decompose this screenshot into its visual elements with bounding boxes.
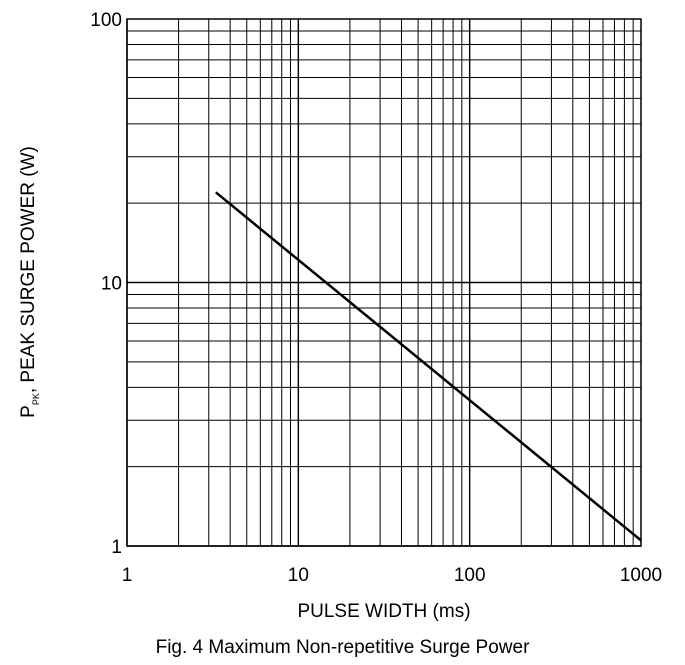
y-tick-label: 1 (111, 537, 122, 558)
x-tick-label: 10 (288, 565, 309, 586)
x-tick-label: 1000 (620, 565, 662, 586)
y-axis-label: PPK, PEAK SURGE POWER (W) (18, 146, 41, 418)
y-axis-label-rest: , PEAK SURGE POWER (W) (18, 146, 39, 393)
y-tick-label: 10 (101, 274, 122, 295)
figure-caption: Fig. 4 Maximum Non-repetitive Surge Powe… (155, 637, 530, 658)
x-tick-labels: 1 10 100 1000 (122, 565, 662, 586)
series-layer (215, 191, 642, 542)
series-line (215, 191, 642, 542)
y-tick-labels: 1 10 100 (90, 10, 122, 558)
plot-frame (126, 18, 642, 547)
y-axis-label-main: P (18, 405, 39, 418)
x-tick-label: 1 (122, 565, 133, 586)
y-tick-label: 100 (90, 10, 122, 31)
grid (126, 19, 641, 547)
x-tick-label: 100 (454, 565, 486, 586)
y-axis-label-subscript: PK (31, 393, 41, 405)
x-axis-label: PULSE WIDTH (ms) (297, 601, 470, 622)
